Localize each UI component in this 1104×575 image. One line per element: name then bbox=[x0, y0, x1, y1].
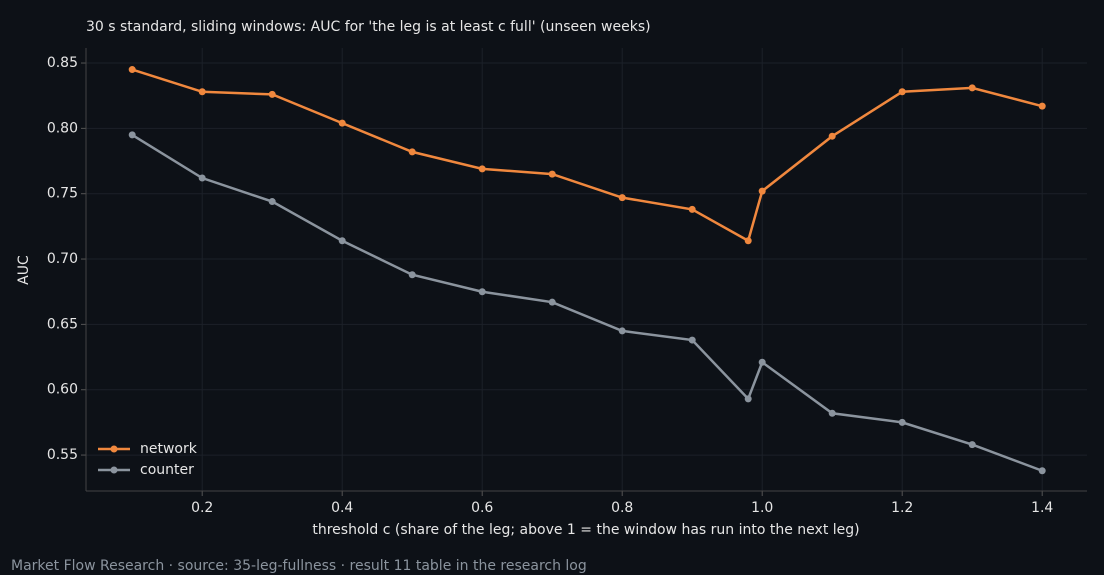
data-point bbox=[478, 165, 486, 173]
data-point bbox=[744, 395, 752, 403]
data-point bbox=[688, 205, 696, 213]
data-point bbox=[408, 271, 416, 279]
x-tick-label: 1.2 bbox=[891, 500, 913, 516]
legend-label: network bbox=[140, 441, 198, 457]
data-point bbox=[758, 187, 766, 195]
y-tick-label: 0.65 bbox=[47, 316, 78, 332]
legend-label: counter bbox=[140, 462, 194, 478]
data-point bbox=[828, 132, 836, 140]
data-point bbox=[1038, 467, 1046, 475]
x-tick-label: 0.4 bbox=[331, 500, 353, 516]
data-point bbox=[268, 90, 276, 98]
x-tick-label: 1.0 bbox=[751, 500, 773, 516]
chart-title: 30 s standard, sliding windows: AUC for … bbox=[86, 19, 651, 35]
data-point bbox=[408, 148, 416, 156]
data-point bbox=[338, 119, 346, 127]
data-point bbox=[968, 441, 976, 449]
y-tick-label: 0.70 bbox=[47, 251, 78, 267]
x-tick-label: 0.2 bbox=[191, 500, 213, 516]
data-point bbox=[968, 84, 976, 92]
x-tick-label: 1.4 bbox=[1031, 500, 1053, 516]
footer: Market Flow Research · source: 35-leg-fu… bbox=[11, 558, 587, 574]
data-point bbox=[548, 170, 556, 178]
legend-marker bbox=[110, 466, 118, 474]
data-point bbox=[338, 237, 346, 245]
data-point bbox=[744, 237, 752, 245]
data-point bbox=[128, 131, 136, 139]
data-point bbox=[898, 418, 906, 426]
data-point bbox=[688, 336, 696, 344]
data-point bbox=[758, 358, 766, 366]
data-point bbox=[128, 66, 136, 74]
y-tick-label: 0.85 bbox=[47, 55, 78, 71]
data-point bbox=[828, 409, 836, 417]
legend-marker bbox=[110, 445, 118, 453]
y-axis-label: AUC bbox=[16, 255, 32, 285]
data-point bbox=[1038, 102, 1046, 110]
data-point bbox=[898, 88, 906, 96]
x-tick-label: 0.8 bbox=[611, 500, 633, 516]
data-point bbox=[548, 298, 556, 306]
data-point bbox=[618, 327, 626, 335]
data-point bbox=[478, 288, 486, 296]
y-tick-label: 0.55 bbox=[47, 447, 78, 463]
data-point bbox=[268, 198, 276, 206]
x-tick-label: 0.6 bbox=[471, 500, 493, 516]
y-tick-label: 0.80 bbox=[47, 120, 78, 136]
x-axis-label: threshold c (share of the leg; above 1 =… bbox=[312, 522, 859, 538]
data-point bbox=[198, 88, 206, 96]
data-point bbox=[618, 194, 626, 202]
data-point bbox=[198, 174, 206, 182]
y-tick-label: 0.60 bbox=[47, 382, 78, 398]
y-tick-label: 0.75 bbox=[47, 186, 78, 202]
